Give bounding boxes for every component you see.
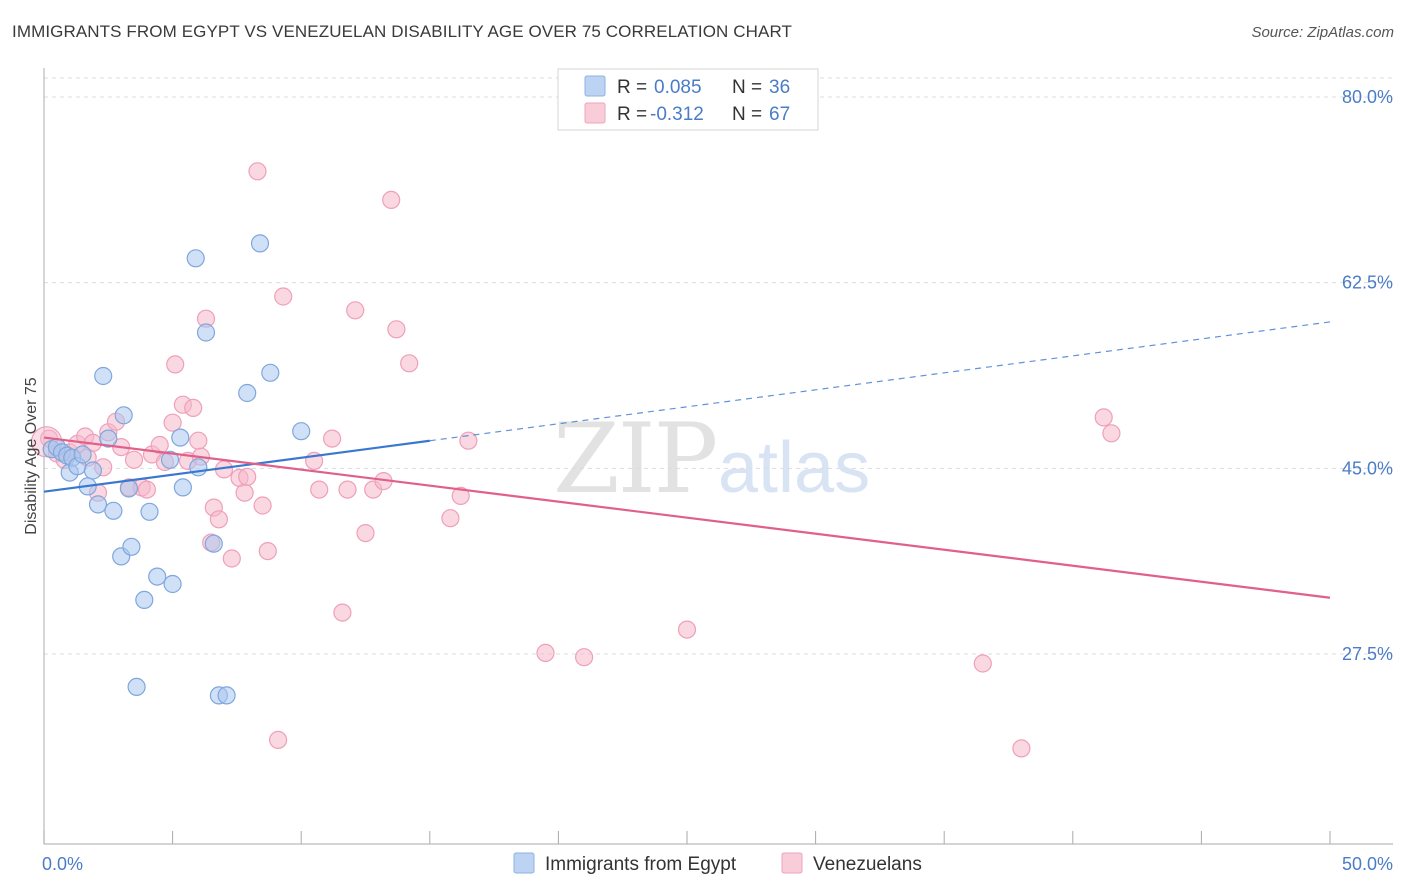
venezuelan-point-58 — [677, 620, 697, 639]
venezuelan-point-14 — [124, 450, 144, 469]
venezuelan-point-51 — [387, 320, 406, 339]
egypt-point-33 — [250, 234, 270, 253]
legend-n-value-2: 67 — [769, 104, 790, 125]
y-tick-label-2: 62.5% — [1342, 273, 1393, 293]
venezuelan-point-52 — [400, 354, 419, 373]
legend-r-value-1: 0.085 — [654, 77, 702, 98]
watermark-zip: ZIP — [553, 403, 716, 515]
venezuelan-point-21 — [166, 355, 185, 374]
venezuelan-point-59 — [973, 654, 992, 673]
y-tick-label-0: 27.5% — [1342, 644, 1393, 664]
legend-n-label-2: N = — [732, 104, 762, 125]
venezuelan-point-18 — [150, 435, 169, 455]
egypt-point-32 — [238, 383, 257, 403]
egypt-point-13 — [104, 501, 123, 520]
chart-title: IMMIGRANTS FROM EGYPT VS VENEZUELAN DISA… — [12, 22, 793, 41]
legend-r-label-1: R = — [617, 77, 647, 98]
egypt-point-34 — [261, 363, 280, 382]
venezuelan-point-61 — [1094, 408, 1113, 427]
egypt-point-11 — [94, 366, 113, 386]
venezuelan-point-44 — [333, 603, 352, 622]
x-tick-label-max: 50.0% — [1342, 854, 1393, 874]
egypt-point-27 — [189, 458, 208, 477]
gridlines — [44, 77, 1393, 655]
venezuelan-point-34 — [235, 483, 254, 502]
y-axis-label: Disability Age Over 75 — [23, 377, 40, 535]
egypt-point-35 — [292, 422, 311, 441]
venezuelan-point-39 — [269, 730, 288, 750]
bottom-legend-label-egypt: Immigrants from Egypt — [545, 854, 737, 875]
venezuelan-point-56 — [536, 643, 555, 663]
egypt-point-25 — [173, 478, 192, 497]
egypt-points — [42, 234, 311, 705]
egypt-point-22 — [160, 450, 180, 469]
legend-n-label-1: N = — [732, 77, 762, 98]
y-tick-label-1: 45.0% — [1342, 458, 1393, 478]
venezuelan-point-16 — [137, 480, 156, 499]
egypt-point-31 — [217, 686, 236, 705]
venezuelan-point-62 — [1102, 424, 1121, 443]
egypt-point-26 — [186, 249, 205, 268]
venezuelan-point-43 — [323, 429, 342, 448]
bottom-legend-swatch-venezuelan — [781, 852, 803, 874]
egypt-point-15 — [114, 406, 133, 425]
venezuelan-point-24 — [184, 398, 203, 417]
egypt-trend-line — [43, 439, 430, 493]
venezuelan-point-20 — [163, 413, 182, 432]
egypt-trend-extension — [429, 321, 1331, 442]
venezuelan-point-25 — [189, 431, 208, 450]
egypt-point-24 — [171, 428, 190, 447]
egypt-point-19 — [135, 590, 154, 610]
venezuelan-point-32 — [222, 549, 241, 568]
egypt-point-9 — [83, 461, 103, 480]
venezuelan-trend-line — [43, 436, 1331, 599]
legend-swatch-venezuelan — [584, 102, 606, 124]
venezuelan-point-54 — [451, 486, 470, 505]
correlation-legend: R = 0.085 N = 36 R = -0.312 N = 67 — [557, 68, 819, 131]
y-tick-labels: 27.5% 45.0% 62.5% 80.0% — [1342, 87, 1393, 664]
venezuelan-point-35 — [238, 467, 257, 486]
venezuelan-point-47 — [356, 523, 375, 543]
legend-swatch-egypt — [584, 75, 606, 97]
egypt-point-16 — [119, 479, 138, 498]
series-legend: Immigrants from Egypt Venezuelans — [513, 852, 922, 875]
venezuelan-point-57 — [574, 648, 594, 667]
egypt-point-23 — [163, 574, 182, 594]
venezuelan-point-37 — [253, 496, 272, 515]
venezuelan-point-50 — [382, 190, 401, 209]
venezuelan-point-42 — [310, 480, 329, 499]
y-tick-label-3: 80.0% — [1342, 87, 1393, 107]
bottom-legend-label-venezuelan: Venezuelans — [813, 854, 922, 875]
legend-r-label-2: R = — [617, 104, 647, 125]
egypt-point-20 — [140, 502, 159, 521]
source-label: Source: ZipAtlas.com — [1251, 24, 1394, 41]
x-tick-label-min: 0.0% — [42, 854, 83, 874]
venezuelan-point-40 — [274, 287, 293, 306]
bottom-legend-swatch-egypt — [513, 852, 535, 874]
venezuelan-point-30 — [209, 510, 228, 529]
egypt-point-17 — [122, 537, 141, 556]
egypt-point-18 — [127, 677, 146, 697]
egypt-point-12 — [99, 429, 118, 448]
x-ticks — [43, 831, 1331, 844]
venezuelan-point-46 — [346, 301, 365, 320]
legend-n-value-1: 36 — [769, 77, 790, 98]
egypt-point-7 — [73, 445, 92, 464]
venezuelan-point-45 — [338, 480, 357, 499]
legend-r-value-2: -0.312 — [650, 104, 704, 125]
egypt-point-21 — [148, 567, 167, 586]
egypt-point-10 — [88, 495, 108, 514]
venezuelan-point-60 — [1012, 739, 1031, 758]
venezuelan-point-36 — [248, 162, 267, 181]
egypt-point-29 — [204, 534, 223, 553]
egypt-point-28 — [196, 323, 216, 342]
trend-lines — [43, 321, 1331, 599]
venezuelan-point-38 — [258, 541, 277, 561]
venezuelan-point-53 — [441, 509, 460, 528]
